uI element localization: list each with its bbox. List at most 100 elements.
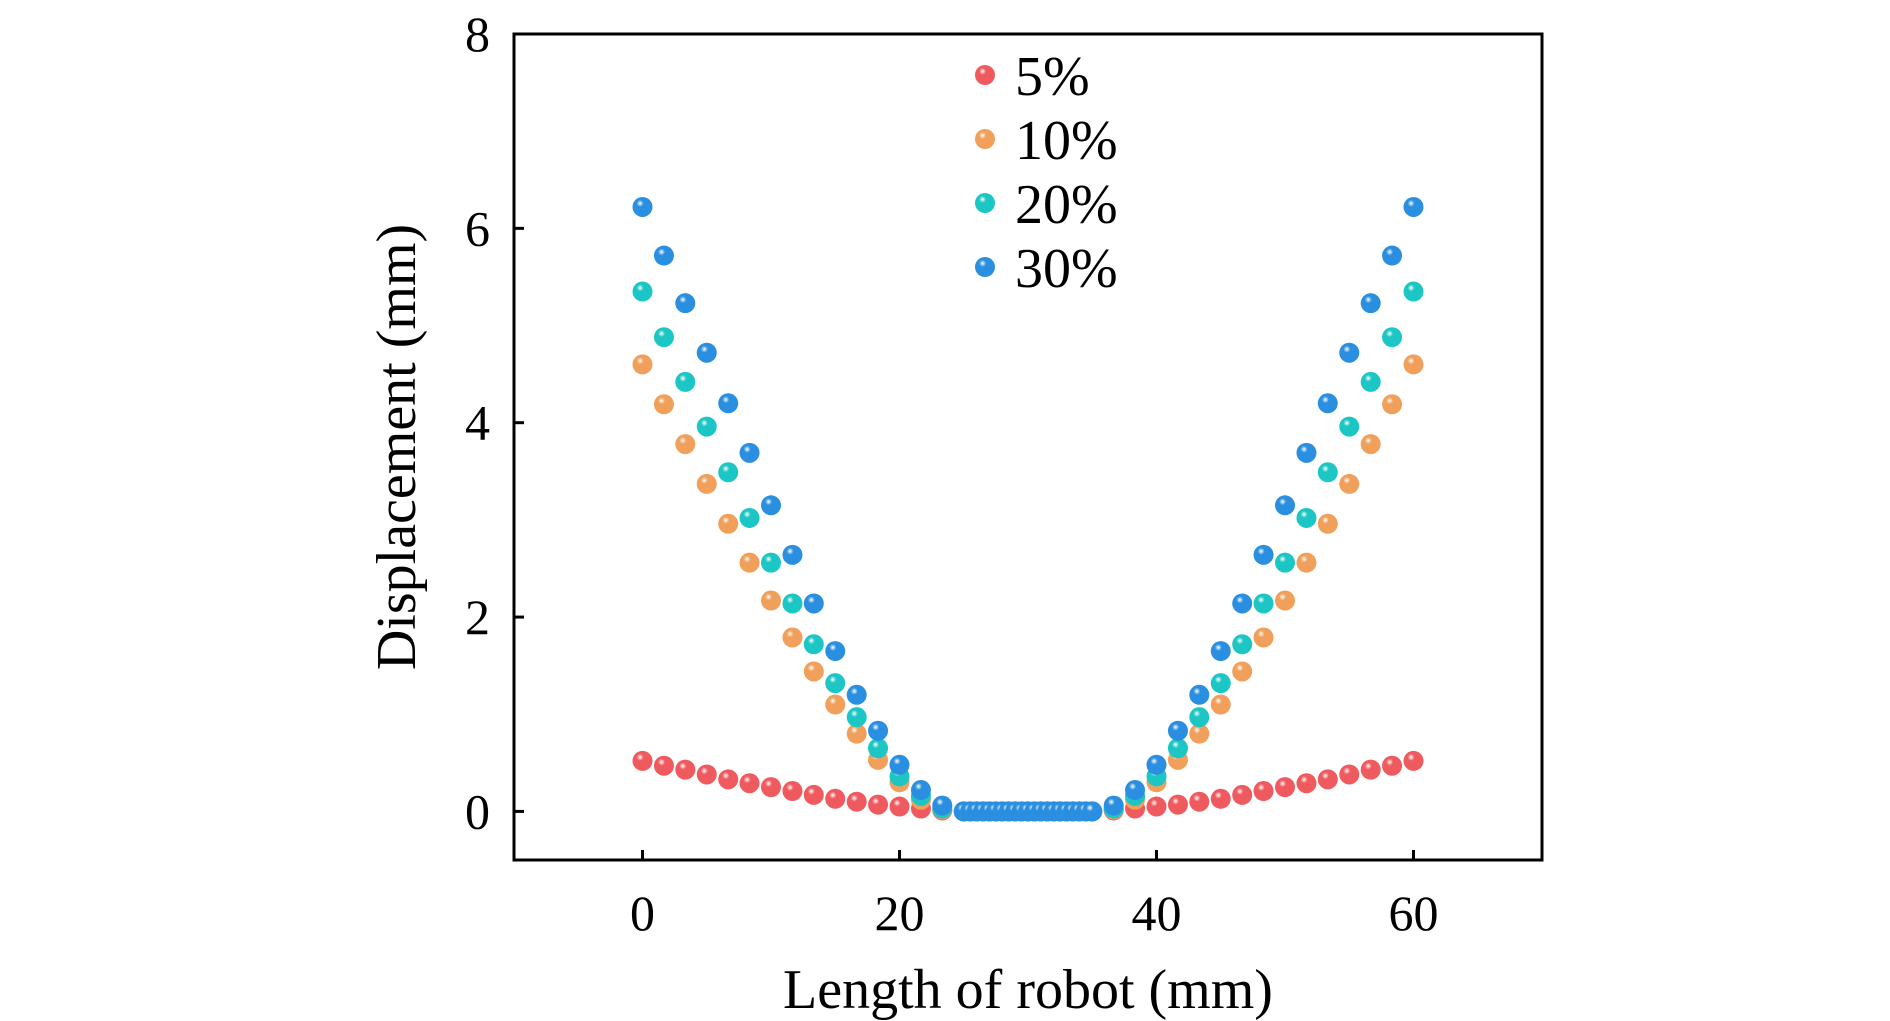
legend-item: 20% [975,174,1118,236]
data-point [653,755,674,776]
data-point [1210,673,1231,694]
x-axis-label: Length of robot (mm) [783,959,1273,1021]
data-point [1189,707,1210,728]
data-point [1296,773,1317,794]
data-point [1382,755,1403,776]
data-point [653,327,674,348]
data-point [1317,393,1338,414]
legend-item: 5% [975,46,1090,108]
series-30pct [632,196,1424,822]
data-point [1253,544,1274,565]
data-point [739,773,760,794]
data-point [1232,784,1253,805]
data-point [1339,473,1360,494]
data-point [761,495,781,516]
data-point [1360,371,1381,392]
data-point [1296,442,1317,463]
data-point [696,764,717,785]
data-point [1167,738,1188,759]
data-point [632,196,653,217]
data-point [825,694,846,715]
data-point [1167,720,1188,741]
data-point [1275,552,1295,573]
data-point [846,723,867,744]
data-point [632,354,653,375]
data-point [782,781,803,802]
data-point [782,593,803,614]
legend-label: 20% [1015,174,1118,236]
data-point [1253,593,1274,614]
data-point [846,707,867,728]
data-point [1146,754,1167,775]
data-point [846,684,867,705]
y-tick-label: 4 [465,395,490,451]
legend-label: 10% [1015,110,1118,172]
data-point [1189,791,1210,812]
data-point [1360,759,1381,780]
series-10pct [632,354,1424,822]
data-point [675,434,696,455]
data-point [696,342,717,363]
y-tick-label: 0 [465,783,490,839]
data-point [1317,769,1338,790]
legend-label: 30% [1015,238,1118,300]
data-point [1232,634,1253,655]
legend-marker [975,65,995,85]
y-tick-label: 2 [465,589,490,645]
data-point [739,507,760,528]
data-point [1210,641,1231,662]
data-point [675,293,696,314]
tick-labels: 0 20 40 60 0 2 4 6 8 [465,6,1439,941]
data-point [846,791,867,812]
data-point [696,416,717,437]
data-point [1296,507,1317,528]
data-point [1082,801,1103,822]
data-point [1339,342,1360,363]
data-point [1382,327,1403,348]
data-point [825,673,846,694]
data-point [782,544,803,565]
data-point [1210,694,1231,715]
data-point [1232,593,1253,614]
data-point [889,754,910,775]
data-point [1189,684,1210,705]
legend-marker [975,193,995,213]
data-point [868,794,889,815]
series-20pct [632,281,1424,822]
data-point [1317,462,1338,483]
y-tick-label: 8 [465,6,490,62]
data-point [739,552,760,573]
data-point [803,593,824,614]
data-point [653,245,674,266]
legend-item: 30% [975,238,1118,300]
plot-frame [512,32,1544,862]
data-point [739,442,760,463]
data-point [653,394,674,415]
data-point [1189,723,1210,744]
data-point [1125,780,1146,801]
data-point [1403,354,1424,375]
data-point [889,796,910,817]
data-point [1253,781,1274,802]
data-point [1360,293,1381,314]
y-tick-label: 6 [465,200,490,256]
legend-marker [975,129,995,149]
data-point [868,720,889,741]
data-point [761,777,781,798]
data-point [696,473,717,494]
data-point [1275,495,1295,516]
legend-item: 10% [975,110,1118,172]
data-point [1275,777,1295,798]
legend-marker [975,257,995,277]
data-point [1360,434,1381,455]
data-point [718,769,739,790]
data-point [782,627,803,648]
data-point [718,513,739,534]
data-point [632,281,653,302]
data-point [932,795,953,816]
y-axis-label: Displacement (mm) [366,224,428,670]
data-point [1403,196,1424,217]
x-tick-label: 0 [630,885,655,941]
data-point [1382,245,1403,266]
